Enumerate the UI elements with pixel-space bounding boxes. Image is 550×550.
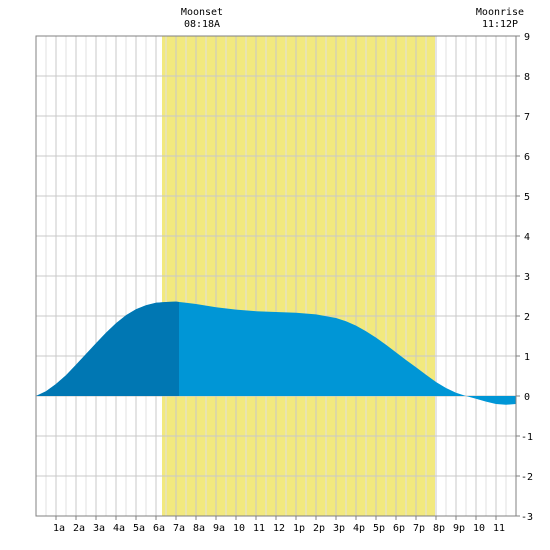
x-tick-label: 8a [193, 523, 205, 534]
x-tick-label: 7p [413, 523, 425, 534]
x-tick-label: 10 [233, 523, 245, 534]
moon-event-time: 11:12P [482, 19, 518, 30]
x-tick-label: 2p [313, 523, 325, 534]
x-tick-label: 3a [93, 523, 105, 534]
moon-event-time: 08:18A [184, 19, 220, 30]
x-tick-label: 1p [293, 523, 305, 534]
y-tick-label: 7 [524, 112, 530, 123]
x-tick-label: 9a [213, 523, 225, 534]
y-tick-label: 0 [524, 392, 530, 403]
y-tick-label: 5 [524, 192, 530, 203]
y-tick-label: 8 [524, 72, 530, 83]
x-tick-label: 8p [433, 523, 445, 534]
moon-event-name: Moonset [181, 7, 223, 18]
x-tick-label: 1a [53, 523, 65, 534]
x-tick-label: 5a [133, 523, 145, 534]
y-axis-ticks: -3 -2 -1 0 1 2 3 4 5 6 7 8 9 [516, 32, 533, 523]
moon-event-name: Moonrise [476, 7, 524, 18]
x-tick-label: 11 [493, 523, 505, 534]
tide-area [36, 301, 516, 405]
x-tick-label: 9p [453, 523, 465, 534]
moon-highlight-area [36, 301, 179, 396]
y-tick-label: -1 [521, 432, 533, 443]
x-tick-label: 6p [393, 523, 405, 534]
x-tick-label: 2a [73, 523, 85, 534]
x-tick-label: 5p [373, 523, 385, 534]
y-tick-label: 4 [524, 232, 530, 243]
y-tick-label: -2 [521, 472, 533, 483]
x-tick-label: 4a [113, 523, 125, 534]
x-tick-label: 11 [253, 523, 265, 534]
y-tick-label: 2 [524, 312, 530, 323]
x-tick-label: 12 [273, 523, 285, 534]
y-tick-label: 9 [524, 32, 530, 43]
y-tick-label: 3 [524, 272, 530, 283]
y-tick-label: -3 [521, 512, 533, 523]
x-axis-ticks: 1a 2a 3a 4a 5a 6a 7a 8a 9a 10 11 12 1p 2p 3p 4p 5p 6p 7p 8p… [53, 516, 505, 534]
x-tick-label: 3p [333, 523, 345, 534]
x-tick-label: 10 [473, 523, 485, 534]
y-tick-label: 1 [524, 352, 530, 363]
y-tick-label: 6 [524, 152, 530, 163]
x-tick-label: 6a [153, 523, 165, 534]
x-tick-label: 7a [173, 523, 185, 534]
x-tick-label: 4p [353, 523, 365, 534]
grid [36, 36, 516, 516]
